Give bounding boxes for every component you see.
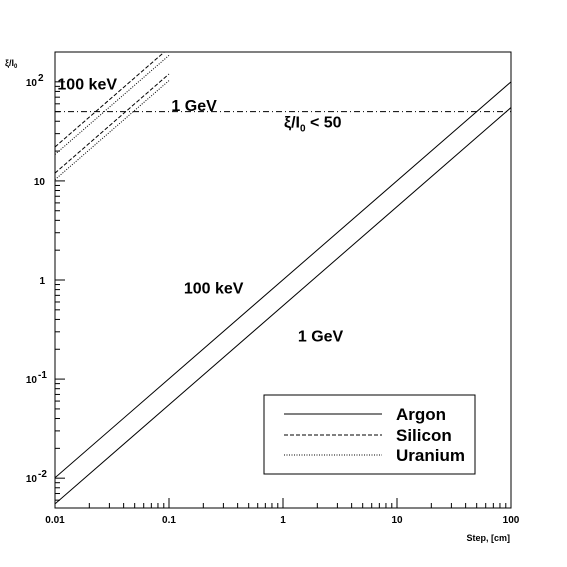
energy-annotation: 1 GeV: [298, 328, 344, 345]
series-line: [55, 81, 511, 479]
energy-annotation: 100 keV: [57, 76, 117, 93]
energy-annotation: 100 keV: [184, 281, 244, 298]
legend-label: Silicon: [396, 426, 452, 445]
y-tick-exponent: -1: [38, 370, 47, 381]
x-axis-label: Step, [cm]: [466, 533, 510, 543]
y-tick-label: 10: [34, 177, 46, 188]
y-axis-label-main: ξ/I: [5, 58, 14, 68]
series-line: [55, 52, 166, 148]
y-axis-label: ξ/I0: [5, 58, 18, 70]
series-layer: [55, 52, 511, 505]
threshold-label: ξ/I0 < 50: [284, 115, 342, 135]
y-axis-label-sub: 0: [14, 64, 18, 70]
y-tick-label: 10: [26, 474, 38, 485]
ticks-layer: [54, 51, 512, 509]
threshold-label-rest: < 50: [306, 115, 342, 132]
x-tick-label: 1: [280, 515, 286, 526]
y-tick-label: 10: [26, 375, 38, 386]
legend-label: Argon: [396, 405, 446, 424]
legend-label: Uranium: [396, 446, 465, 465]
x-tick-label: 10: [391, 515, 403, 526]
y-tick-label: 10: [26, 78, 38, 89]
x-tick-label: 100: [503, 515, 520, 526]
series-line: [55, 54, 170, 155]
threshold-label-main: ξ/I: [284, 115, 300, 132]
y-tick-exponent: -2: [38, 469, 47, 480]
threshold-label-sub: 0: [300, 124, 306, 135]
energy-annotation: 1 GeV: [171, 98, 217, 115]
x-tick-label: 0.01: [45, 515, 65, 526]
series-line: [55, 73, 170, 174]
y-tick-exponent: 2: [38, 73, 44, 84]
x-tick-label: 0.1: [162, 515, 176, 526]
series-line: [55, 80, 170, 181]
y-tick-label: 1: [39, 276, 45, 287]
series-line: [55, 107, 511, 505]
